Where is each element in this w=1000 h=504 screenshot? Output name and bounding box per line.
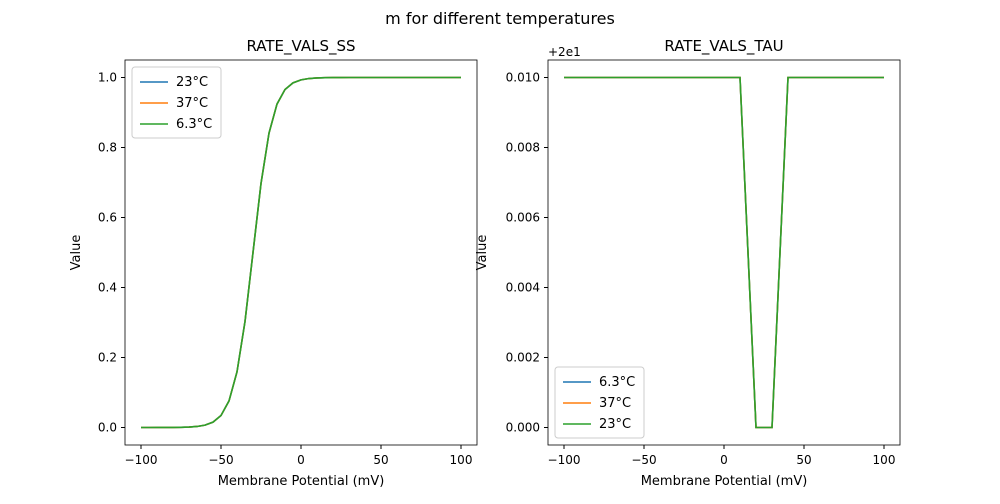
y-tick-label: 0.010 bbox=[506, 71, 540, 85]
legend-label: 23°C bbox=[599, 417, 631, 432]
series-line-23°C bbox=[564, 76, 884, 429]
x-tick-label: 50 bbox=[796, 453, 811, 467]
legend: 6.3°C 37°C 23°C bbox=[554, 366, 645, 439]
y-tick-label: 0.0 bbox=[98, 421, 117, 435]
y-tick-label: 0.4 bbox=[98, 281, 117, 295]
x-tick-label: −100 bbox=[548, 453, 581, 467]
y-offset-label: +2e1 bbox=[548, 45, 581, 59]
y-tick-label: 0.006 bbox=[506, 211, 540, 225]
x-axis-label: Membrane Potential (mV) bbox=[218, 474, 385, 489]
x-tick-label: 100 bbox=[873, 453, 896, 467]
legend-label: 37°C bbox=[176, 96, 208, 111]
figure-suptitle: m for different temperatures bbox=[385, 9, 615, 28]
legend-box bbox=[131, 66, 222, 139]
y-tick-label: 0.6 bbox=[98, 211, 117, 225]
legend-label: 6.3°C bbox=[599, 375, 635, 390]
y-axis-label: Value bbox=[475, 235, 490, 271]
subplot-2: RATE_VALS_TAU Membrane Potential (mV) Valu… bbox=[475, 37, 901, 489]
y-tick-label: 0.008 bbox=[506, 141, 540, 155]
axes-frame bbox=[124, 59, 478, 446]
y-tick-label: 1.0 bbox=[98, 71, 117, 85]
legend-label: 23°C bbox=[176, 75, 208, 90]
subplot-title: RATE_VALS_SS bbox=[246, 37, 355, 56]
legend-box bbox=[554, 366, 645, 439]
x-tick-label: −50 bbox=[208, 453, 233, 467]
y-axis-label: Value bbox=[69, 235, 84, 271]
x-tick-label: 50 bbox=[373, 453, 388, 467]
subplot-title: RATE_VALS_TAU bbox=[664, 37, 783, 56]
y-tick-label: 0.2 bbox=[98, 351, 117, 365]
legend: 23°C 37°C 6.3°C bbox=[131, 66, 222, 139]
x-tick-label: 0 bbox=[297, 453, 305, 467]
axes-frame bbox=[547, 59, 901, 446]
x-axis-label: Membrane Potential (mV) bbox=[641, 474, 808, 489]
x-tick-label: 100 bbox=[450, 453, 473, 467]
legend-label: 37°C bbox=[599, 396, 631, 411]
y-tick-label: 0.000 bbox=[506, 421, 540, 435]
series-line-6.3°C bbox=[141, 76, 461, 429]
x-tick-label: 0 bbox=[720, 453, 728, 467]
y-tick-label: 0.8 bbox=[98, 141, 117, 155]
y-tick-label: 0.004 bbox=[506, 281, 540, 295]
y-tick-label: 0.002 bbox=[506, 351, 540, 365]
subplot-1: RATE_VALS_SS Membrane Potential (mV) Value… bbox=[69, 37, 478, 489]
legend-label: 6.3°C bbox=[176, 117, 212, 132]
x-tick-label: −50 bbox=[631, 453, 656, 467]
x-tick-label: −100 bbox=[125, 453, 158, 467]
